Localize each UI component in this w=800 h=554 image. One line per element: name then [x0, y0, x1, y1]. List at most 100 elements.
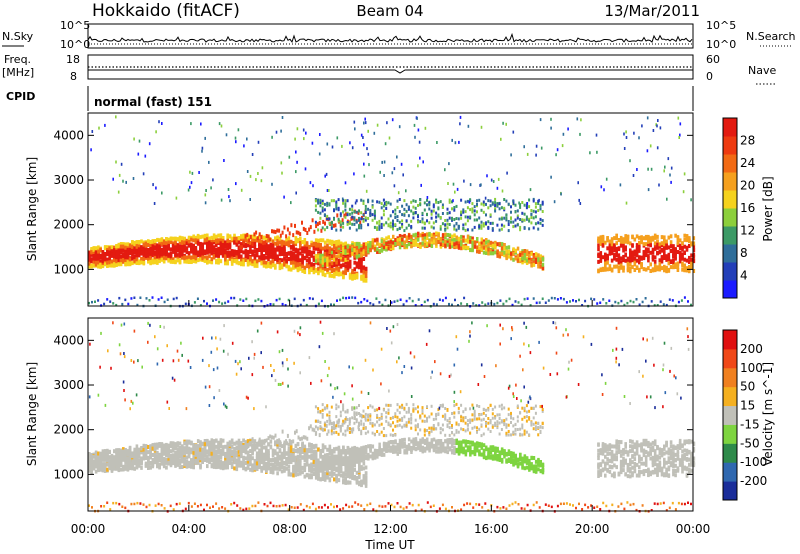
power-mark — [94, 252, 98, 257]
power-mark — [459, 122, 461, 126]
velocity-mark — [237, 446, 241, 451]
power-mark — [199, 249, 202, 254]
power-mark — [619, 241, 623, 246]
power-mark — [337, 244, 341, 249]
power-mark — [169, 254, 173, 259]
power-mark — [503, 246, 506, 251]
power-mark — [249, 198, 251, 201]
figure-header: Hokkaido (fitACF) Beam 04 13/Mar/2011 — [92, 1, 700, 21]
power-mark — [108, 260, 111, 265]
velocity-mark — [237, 454, 241, 459]
velocity-mark — [178, 451, 182, 456]
power-mark — [492, 180, 495, 183]
power-mark — [539, 254, 542, 259]
power-mark — [285, 237, 288, 242]
power-mark — [401, 241, 404, 246]
velocity-mark — [90, 461, 93, 465]
power-mark — [528, 253, 531, 258]
power-mark — [292, 244, 295, 249]
power-mark — [613, 256, 616, 261]
power-cbar-tick: 4 — [740, 269, 748, 283]
power-mark — [97, 249, 100, 254]
power-mark — [245, 297, 248, 301]
power-mark — [90, 257, 93, 262]
power-mark — [426, 241, 429, 246]
power-mark — [260, 299, 263, 303]
velocity-mark — [142, 451, 146, 456]
power-mark — [644, 249, 648, 254]
power-mark — [294, 257, 298, 262]
power-mark — [482, 239, 486, 244]
power-mark — [165, 249, 168, 254]
power-mark — [314, 242, 318, 247]
power-mark — [371, 204, 374, 208]
power-mark — [550, 175, 552, 179]
power-mark — [161, 191, 163, 195]
power-mark — [528, 198, 531, 202]
power-mark — [530, 209, 533, 212]
velocity-mark — [235, 440, 239, 445]
power-mark — [162, 255, 166, 260]
velocity-mark — [237, 456, 241, 461]
power-mark — [181, 247, 184, 252]
power-mark — [294, 137, 296, 141]
power-mark — [596, 150, 598, 154]
power-mark — [460, 302, 463, 305]
power-mark — [119, 254, 123, 259]
power-mark — [115, 257, 118, 262]
power-mark — [226, 243, 229, 247]
velocity-mark — [117, 464, 121, 469]
power-mark — [371, 240, 375, 245]
power-mark — [505, 122, 507, 126]
power-mark — [185, 250, 189, 255]
power-mark — [348, 259, 352, 264]
power-mark — [317, 210, 320, 214]
power-mark — [484, 196, 487, 200]
power-mark — [337, 261, 341, 266]
power-mark — [444, 168, 446, 172]
power-mark — [323, 240, 327, 245]
power-mark — [500, 217, 503, 221]
power-mark — [240, 261, 243, 266]
power-mark — [534, 202, 537, 206]
velocity-mark — [199, 447, 202, 452]
power-mark — [358, 242, 361, 247]
power-mark — [633, 252, 637, 257]
power-cbar-tick: 16 — [740, 201, 755, 215]
power-mark — [113, 262, 116, 267]
power-mark — [423, 226, 426, 230]
power-mark — [281, 116, 284, 119]
power-mark — [224, 254, 227, 259]
power-mark — [235, 255, 239, 259]
power-mark — [97, 260, 100, 265]
velocity-mark — [99, 457, 102, 462]
power-mark — [494, 250, 497, 255]
power-mark — [353, 172, 355, 176]
power-mark — [644, 253, 648, 258]
power-mark — [379, 170, 381, 174]
power-mark — [353, 273, 356, 278]
power-mark — [444, 243, 447, 248]
velocity-mark — [99, 467, 102, 472]
power-mark — [190, 245, 193, 250]
velocity-mark — [240, 454, 243, 459]
velocity-mark — [113, 455, 116, 460]
power-mark — [156, 237, 159, 242]
power-mark — [124, 245, 127, 250]
power-mark — [503, 243, 506, 248]
power-mark — [466, 246, 470, 250]
power-mark — [369, 302, 372, 305]
power-mark — [153, 251, 157, 256]
velocity-mark — [153, 455, 157, 460]
power-mark — [224, 260, 227, 265]
power-mark — [435, 200, 438, 204]
power-mark — [529, 304, 532, 307]
power-mark — [323, 228, 326, 232]
power-mark — [333, 274, 336, 279]
power-mark — [653, 233, 657, 238]
power-mark — [227, 300, 230, 303]
power-mark — [446, 222, 449, 226]
velocity-mark — [251, 451, 254, 456]
power-mark — [690, 198, 692, 202]
velocity-mark — [249, 467, 252, 472]
